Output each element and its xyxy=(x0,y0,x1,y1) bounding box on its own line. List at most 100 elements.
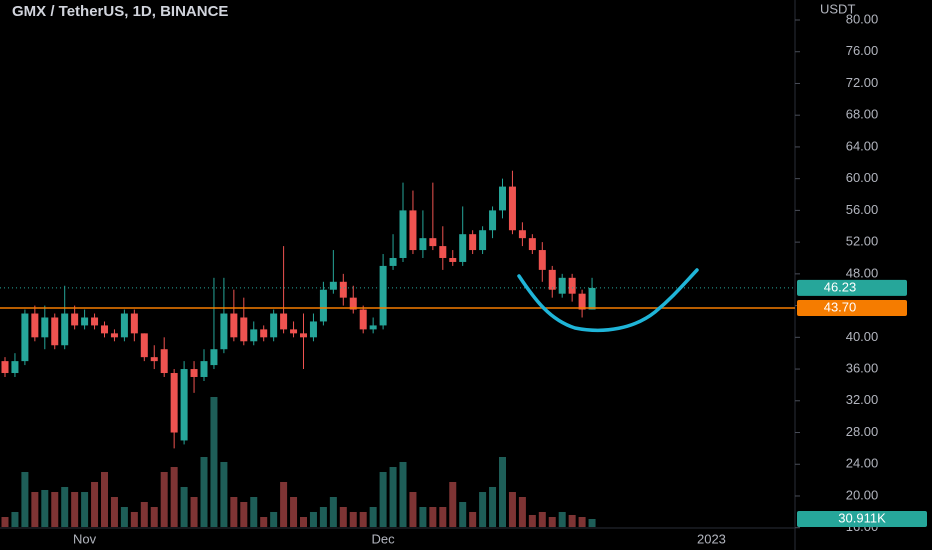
volume-bar xyxy=(160,472,168,527)
candle-body xyxy=(469,234,477,251)
volume-bar xyxy=(379,472,387,527)
y-tick-label: 28.00 xyxy=(846,424,879,439)
volume-bar xyxy=(409,492,417,527)
volume-bar xyxy=(190,497,198,527)
volume-bar xyxy=(439,506,447,527)
y-tick-label: 20.00 xyxy=(846,487,879,502)
volume-bar xyxy=(61,486,69,527)
volume-bar xyxy=(120,506,128,527)
candle-body xyxy=(588,287,596,310)
volume-bar xyxy=(459,501,467,527)
candle-body xyxy=(489,210,497,231)
volume-bar xyxy=(558,511,566,527)
volume-bar xyxy=(349,511,357,527)
last-price-label: 46.23 xyxy=(824,279,857,294)
candle-body xyxy=(379,265,387,326)
candle-body xyxy=(120,313,128,338)
y-tick-label: 32.00 xyxy=(846,392,879,407)
y-tick-label: 60.00 xyxy=(846,170,879,185)
candle-body xyxy=(180,369,188,441)
candle-body xyxy=(210,349,218,366)
last-price-tag xyxy=(797,279,907,296)
candle-body xyxy=(528,238,536,251)
candle-body xyxy=(518,230,526,239)
candle-body xyxy=(140,333,148,358)
volume-bar xyxy=(240,501,248,527)
candle-body xyxy=(389,257,397,266)
candle-body xyxy=(439,246,447,258)
candle-body xyxy=(81,317,89,326)
candle-body xyxy=(300,333,307,338)
candle-body xyxy=(479,230,487,251)
volume-bar xyxy=(528,514,536,527)
candle-body xyxy=(329,281,337,290)
volume-bar xyxy=(150,506,158,527)
candle-body xyxy=(160,349,168,374)
volume-bar xyxy=(419,506,427,527)
volume-bar xyxy=(200,456,208,527)
candle-body xyxy=(91,317,99,326)
candle-body xyxy=(61,313,69,346)
volume-bar xyxy=(309,511,317,527)
candle-body xyxy=(190,369,198,377)
candle-body xyxy=(260,329,268,338)
candle-body xyxy=(349,297,357,310)
volume-bar xyxy=(260,517,268,527)
candle-body xyxy=(280,313,288,330)
volume-bar xyxy=(180,486,188,527)
candle-body xyxy=(220,313,228,350)
candle-body xyxy=(429,238,437,247)
volume-bar xyxy=(250,497,258,527)
volume-bar xyxy=(489,486,497,527)
volume-bar xyxy=(101,472,108,527)
candle-body xyxy=(399,210,407,258)
volume-bar xyxy=(51,492,59,527)
candle-body xyxy=(359,309,367,330)
price-line-tag xyxy=(797,299,907,316)
volume-bar xyxy=(389,467,397,527)
candle-body xyxy=(578,293,586,310)
volume-bar xyxy=(230,497,238,527)
candle-body xyxy=(290,329,298,334)
candle-body xyxy=(568,277,576,294)
candle-body xyxy=(170,373,178,433)
x-tick-label: Nov xyxy=(73,531,97,546)
volume-label: 30.911K xyxy=(838,510,886,525)
volume-bar xyxy=(359,511,367,527)
candle-body xyxy=(51,317,59,346)
candle-body xyxy=(409,210,417,251)
x-tick-label: Dec xyxy=(372,531,396,546)
candle-body xyxy=(110,333,118,338)
price-line-label: 43.70 xyxy=(824,299,857,314)
volume-bar xyxy=(339,506,347,527)
volume-bar xyxy=(140,501,148,527)
candle-body xyxy=(339,281,347,298)
candle-body xyxy=(150,357,158,362)
volume-bar xyxy=(479,492,487,527)
candle-body xyxy=(1,361,9,374)
volume-bar xyxy=(21,472,29,527)
y-tick-label: 64.00 xyxy=(846,138,879,153)
marks: 16.0020.0024.0028.0032.0036.0040.0044.00… xyxy=(0,11,927,546)
candle-body xyxy=(369,325,377,330)
candle-body xyxy=(449,257,457,262)
y-tick-label: 80.00 xyxy=(846,11,879,26)
volume-bar xyxy=(499,456,506,527)
volume-bar xyxy=(270,511,278,527)
candle-body xyxy=(130,313,138,334)
volume-bar xyxy=(399,461,407,527)
candle-body xyxy=(499,186,506,211)
drawn-curve xyxy=(517,268,699,332)
volume-tag xyxy=(797,510,927,527)
y-tick-label: 24.00 xyxy=(846,456,879,471)
currency-label: USDT xyxy=(820,1,855,16)
candle-body xyxy=(319,289,327,322)
volume-bar xyxy=(469,511,477,527)
volume-bar xyxy=(11,511,19,527)
y-tick-label: 56.00 xyxy=(846,202,879,217)
volume-bar xyxy=(290,497,298,527)
candle-body xyxy=(230,313,238,338)
candle-body xyxy=(41,317,49,338)
